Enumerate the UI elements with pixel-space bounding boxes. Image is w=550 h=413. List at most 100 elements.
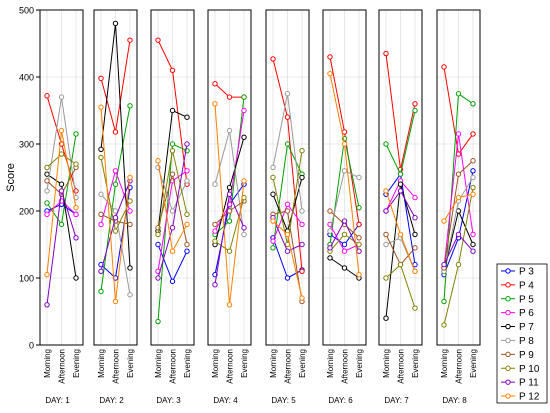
- panel-frame: [39, 9, 84, 346]
- data-point: [169, 141, 176, 147]
- legend-label: P 5: [519, 294, 534, 305]
- data-point: [169, 225, 176, 231]
- data-point: [356, 204, 362, 211]
- data-point: [58, 151, 65, 157]
- data-point: [155, 231, 161, 238]
- data-point: [169, 278, 176, 285]
- data-point: [383, 315, 389, 321]
- data-point: [341, 218, 348, 224]
- day-label: DAY: 3: [156, 396, 181, 405]
- panel-frame: [93, 9, 138, 346]
- data-point: [226, 94, 233, 100]
- data-point: [112, 298, 119, 305]
- data-point: [155, 158, 161, 164]
- x-tick-label: Morning: [269, 349, 278, 378]
- x-tick-label: Afternoon: [397, 349, 406, 384]
- x-tick-label: Evening: [240, 349, 249, 378]
- data-point: [270, 238, 276, 244]
- data-point: [383, 188, 389, 194]
- data-point: [98, 268, 104, 274]
- data-point: [455, 231, 462, 238]
- data-point: [270, 218, 276, 224]
- legend-label: P 9: [519, 350, 534, 361]
- data-point: [98, 154, 104, 161]
- y-axis-label: Score: [5, 163, 17, 192]
- data-point: [155, 318, 161, 325]
- data-point: [455, 131, 462, 137]
- data-point: [73, 275, 79, 281]
- data-point: [327, 228, 333, 234]
- data-point: [127, 174, 133, 181]
- x-tick-label: Morning: [211, 349, 220, 378]
- day-label: DAY: 5: [271, 396, 296, 405]
- data-point: [184, 211, 190, 218]
- legend-label: P 12: [519, 392, 540, 403]
- data-point: [212, 101, 218, 107]
- data-point: [44, 188, 50, 194]
- data-point: [383, 50, 389, 57]
- x-tick-label: Evening: [411, 349, 420, 378]
- data-point: [327, 255, 333, 261]
- data-point: [241, 178, 247, 184]
- data-point: [98, 191, 104, 197]
- data-point: [284, 208, 291, 214]
- legend-label: P 8: [519, 336, 534, 347]
- data-point: [356, 271, 362, 278]
- data-point: [341, 248, 348, 254]
- data-point: [127, 265, 133, 271]
- data-point: [327, 245, 333, 251]
- data-point: [299, 241, 305, 248]
- data-point: [127, 103, 133, 109]
- data-point: [441, 218, 447, 224]
- data-point: [412, 231, 418, 238]
- data-point: [98, 146, 104, 153]
- data-point: [270, 245, 276, 251]
- data-point: [397, 261, 404, 268]
- data-point: [241, 231, 247, 238]
- data-point: [412, 245, 418, 251]
- data-point: [241, 94, 247, 100]
- y-tick-label: 0: [29, 341, 34, 351]
- legend-marker: [505, 351, 511, 358]
- legend-label: P 6: [519, 308, 534, 319]
- data-point: [226, 302, 233, 308]
- data-point: [73, 131, 79, 137]
- data-point: [44, 200, 50, 206]
- data-point: [327, 70, 333, 77]
- data-point: [127, 37, 133, 43]
- data-point: [241, 225, 247, 231]
- data-point: [299, 268, 305, 274]
- data-point: [73, 204, 79, 211]
- data-point: [73, 161, 79, 167]
- data-point: [383, 208, 389, 214]
- legend-label: P 4: [519, 280, 534, 291]
- data-point: [212, 228, 218, 234]
- panel-frame: [322, 9, 367, 346]
- data-point: [441, 322, 447, 328]
- data-point: [270, 56, 276, 62]
- legend-label: P 10: [519, 364, 540, 375]
- data-point: [470, 184, 476, 191]
- data-point: [112, 20, 119, 27]
- x-tick-label: Afternoon: [169, 349, 178, 384]
- data-point: [169, 107, 176, 114]
- data-point: [397, 171, 404, 177]
- data-point: [470, 241, 476, 248]
- data-point: [184, 114, 190, 120]
- day-label: DAY: 8: [442, 396, 467, 405]
- data-point: [341, 241, 348, 248]
- x-tick-label: Afternoon: [284, 349, 293, 384]
- x-tick-label: Afternoon: [341, 349, 350, 384]
- data-point: [383, 231, 389, 238]
- panel-frame: [378, 9, 423, 346]
- x-tick-label: Afternoon: [455, 349, 464, 384]
- data-point: [341, 168, 348, 174]
- data-point: [44, 171, 50, 177]
- data-point: [98, 211, 104, 218]
- data-point: [299, 148, 305, 154]
- x-tick-label: Evening: [355, 349, 364, 378]
- data-point: [412, 107, 418, 114]
- data-point: [284, 201, 291, 208]
- data-point: [58, 181, 65, 187]
- data-point: [169, 171, 176, 177]
